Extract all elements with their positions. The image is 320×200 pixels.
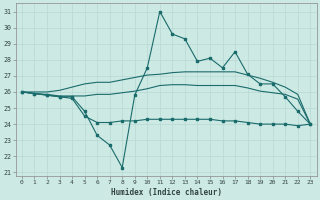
X-axis label: Humidex (Indice chaleur): Humidex (Indice chaleur) (111, 188, 221, 197)
